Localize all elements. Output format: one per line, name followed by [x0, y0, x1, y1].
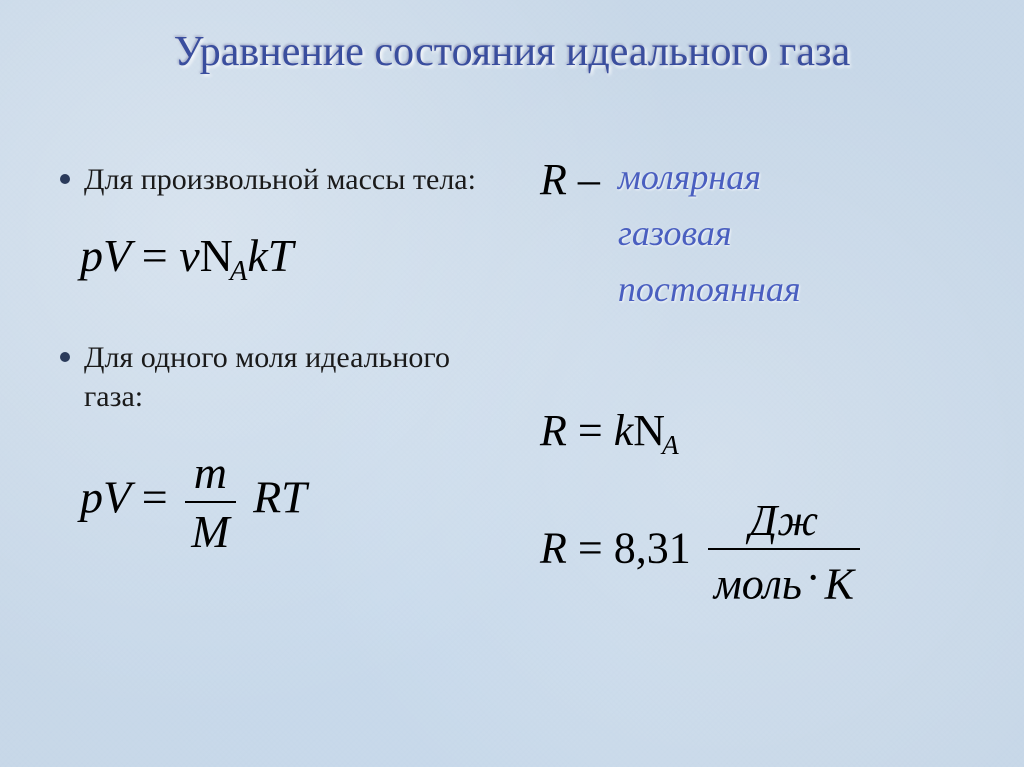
right-column: R – молярная газовая постоянная R = kNA …	[540, 150, 980, 609]
equation-r-value: R = 8,31 Дж моль·К	[540, 495, 980, 610]
equation-r-kna: R = kNA	[540, 405, 980, 460]
R-symbol: R –	[540, 150, 600, 205]
equation-pv-mrt: pV = m M RT	[80, 446, 500, 558]
slide-title: Уравнение состояния идеального газа	[0, 28, 1024, 76]
gas-constant-definition: R – молярная газовая постоянная	[540, 150, 980, 317]
bullet-1: Для произвольной массы тела:	[60, 160, 500, 199]
bullet-2: Для одного моля идеального газа:	[60, 338, 500, 416]
equation-pv-nakt: pV = νNAkT	[80, 229, 500, 288]
bullet-1-text: Для произвольной массы тела:	[84, 160, 476, 199]
R-description: молярная газовая постоянная	[618, 150, 801, 317]
bullet-dot	[60, 352, 70, 362]
bullet-dot	[60, 174, 70, 184]
left-column: Для произвольной массы тела: pV = νNAkT …	[60, 160, 500, 608]
bullet-2-text: Для одного моля идеального газа:	[84, 338, 500, 416]
